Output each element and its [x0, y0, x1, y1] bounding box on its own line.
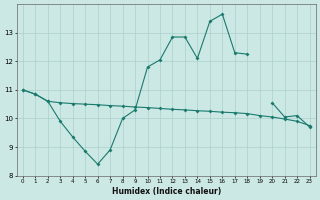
X-axis label: Humidex (Indice chaleur): Humidex (Indice chaleur) — [112, 187, 221, 196]
